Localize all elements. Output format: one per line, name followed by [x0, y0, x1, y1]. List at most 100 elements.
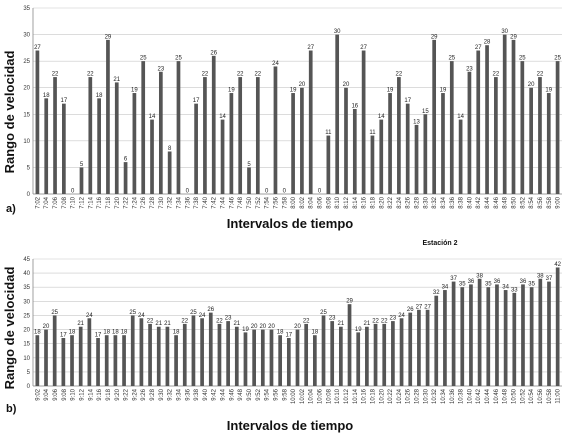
x-tick-label: 9:08 [62, 388, 68, 400]
x-tick-label: 8:28 [415, 196, 421, 208]
x-tick-label: 9:26 [141, 388, 147, 400]
x-tick-label: 8:04 [309, 196, 315, 208]
chart-a-data-labels: 27 18 22 17 0 5 22 18 29 21 6 19 25 14 23 8 25 0 17 22 26 14 1… [34, 29, 562, 194]
bar [521, 284, 525, 386]
bar [61, 338, 66, 386]
x-tick-label: 8:10 [335, 196, 341, 208]
bar [434, 295, 439, 386]
bar [79, 167, 84, 194]
x-tick-label: 10:08 [326, 388, 332, 404]
bar [269, 329, 274, 386]
data-label: 6 [124, 157, 128, 163]
bar [114, 82, 119, 194]
y-tick-label: 10 [23, 356, 30, 362]
x-tick-label: 10:10 [335, 388, 341, 404]
data-label: 20 [294, 324, 301, 330]
y-tick-label: 15 [23, 112, 30, 118]
data-label: 0 [283, 189, 287, 195]
data-label: 16 [351, 103, 358, 109]
bar [273, 66, 278, 194]
x-tick-label: 10:14 [353, 388, 359, 404]
chart-a-bars [35, 34, 560, 195]
data-label: 18 [34, 330, 41, 336]
data-label: 18 [112, 330, 119, 336]
bar [511, 39, 516, 195]
data-label: 27 [416, 304, 423, 310]
x-tick-label: 8:32 [432, 196, 438, 208]
x-tick-label: 8:26 [406, 196, 412, 208]
chart-a-x-tick-labels: 7:02 7:04 7:06 7:08 7:10 7:12 7:14 7:16 7:18 7:20… [35, 196, 561, 208]
data-label: 28 [484, 40, 491, 46]
bar [88, 77, 93, 194]
data-label: 21 [113, 77, 120, 83]
data-label: 22 [493, 72, 500, 78]
data-label: 20 [299, 82, 306, 88]
data-label: 20 [528, 82, 535, 88]
data-label: 25 [190, 310, 197, 316]
x-tick-label: 8:38 [459, 196, 465, 208]
x-tick-label: 9:06 [53, 388, 59, 400]
data-label: 0 [318, 189, 322, 195]
x-tick-label: 9:10 [71, 388, 77, 400]
x-tick-label: 10:18 [370, 388, 376, 404]
bar [62, 103, 66, 194]
x-tick-label: 7:40 [203, 196, 209, 208]
data-label: 29 [510, 34, 517, 40]
bar [555, 61, 560, 195]
bar [141, 61, 146, 195]
data-label: 34 [442, 285, 449, 291]
bar [321, 315, 326, 386]
data-label: 29 [346, 299, 353, 305]
bar [106, 39, 110, 195]
x-tick-label: 10:26 [406, 388, 412, 404]
bar [486, 287, 491, 386]
bar [247, 167, 251, 194]
data-label: 34 [502, 285, 509, 291]
x-tick-label: 9:56 [273, 388, 279, 400]
data-label: 0 [71, 189, 75, 195]
bar [512, 292, 517, 386]
chart-a-y-axis-label: Rango de velocidad [2, 51, 17, 174]
data-label: 35 [528, 282, 535, 288]
bar [304, 323, 309, 386]
x-tick-label: 10:28 [415, 388, 421, 404]
x-tick-label: 9:54 [265, 388, 271, 400]
data-label: 11 [325, 130, 332, 136]
data-label: 15 [422, 109, 429, 115]
data-label: 26 [210, 50, 217, 56]
data-label: 22 [216, 318, 223, 324]
bar [104, 335, 109, 386]
x-tick-label: 9:22 [124, 388, 130, 400]
x-tick-label: 10:32 [432, 388, 438, 404]
x-tick-label: 10:58 [547, 388, 553, 404]
x-tick-label: 8:30 [423, 196, 429, 208]
bar [113, 335, 118, 386]
x-tick-label: 8:14 [353, 196, 359, 208]
bar [547, 281, 551, 386]
y-tick-label: 45 [23, 257, 30, 263]
x-tick-label: 10:36 [450, 388, 456, 404]
x-tick-label: 8:08 [326, 196, 332, 208]
data-label: 18 [96, 93, 103, 99]
data-label: 27 [307, 45, 314, 51]
bar [538, 278, 543, 386]
bar [344, 87, 348, 194]
data-label: 22 [396, 72, 403, 78]
y-tick-label: 5 [27, 370, 31, 376]
bar [423, 114, 428, 194]
chart-b-bars [35, 267, 560, 386]
y-tick-label: 25 [23, 59, 30, 65]
data-label: 22 [372, 318, 379, 324]
data-label: 37 [450, 276, 457, 282]
x-tick-label: 10:06 [318, 388, 324, 404]
bar [388, 93, 392, 194]
x-tick-label: 8:20 [379, 196, 385, 208]
bar [361, 50, 366, 195]
x-tick-label: 8:02 [300, 196, 306, 208]
x-tick-label: 7:52 [256, 196, 262, 208]
x-tick-label: 10:20 [379, 388, 385, 404]
data-label: 25 [129, 310, 136, 316]
x-tick-label: 9:30 [159, 388, 165, 400]
x-tick-label: 10:02 [300, 388, 306, 404]
bar [443, 290, 447, 386]
